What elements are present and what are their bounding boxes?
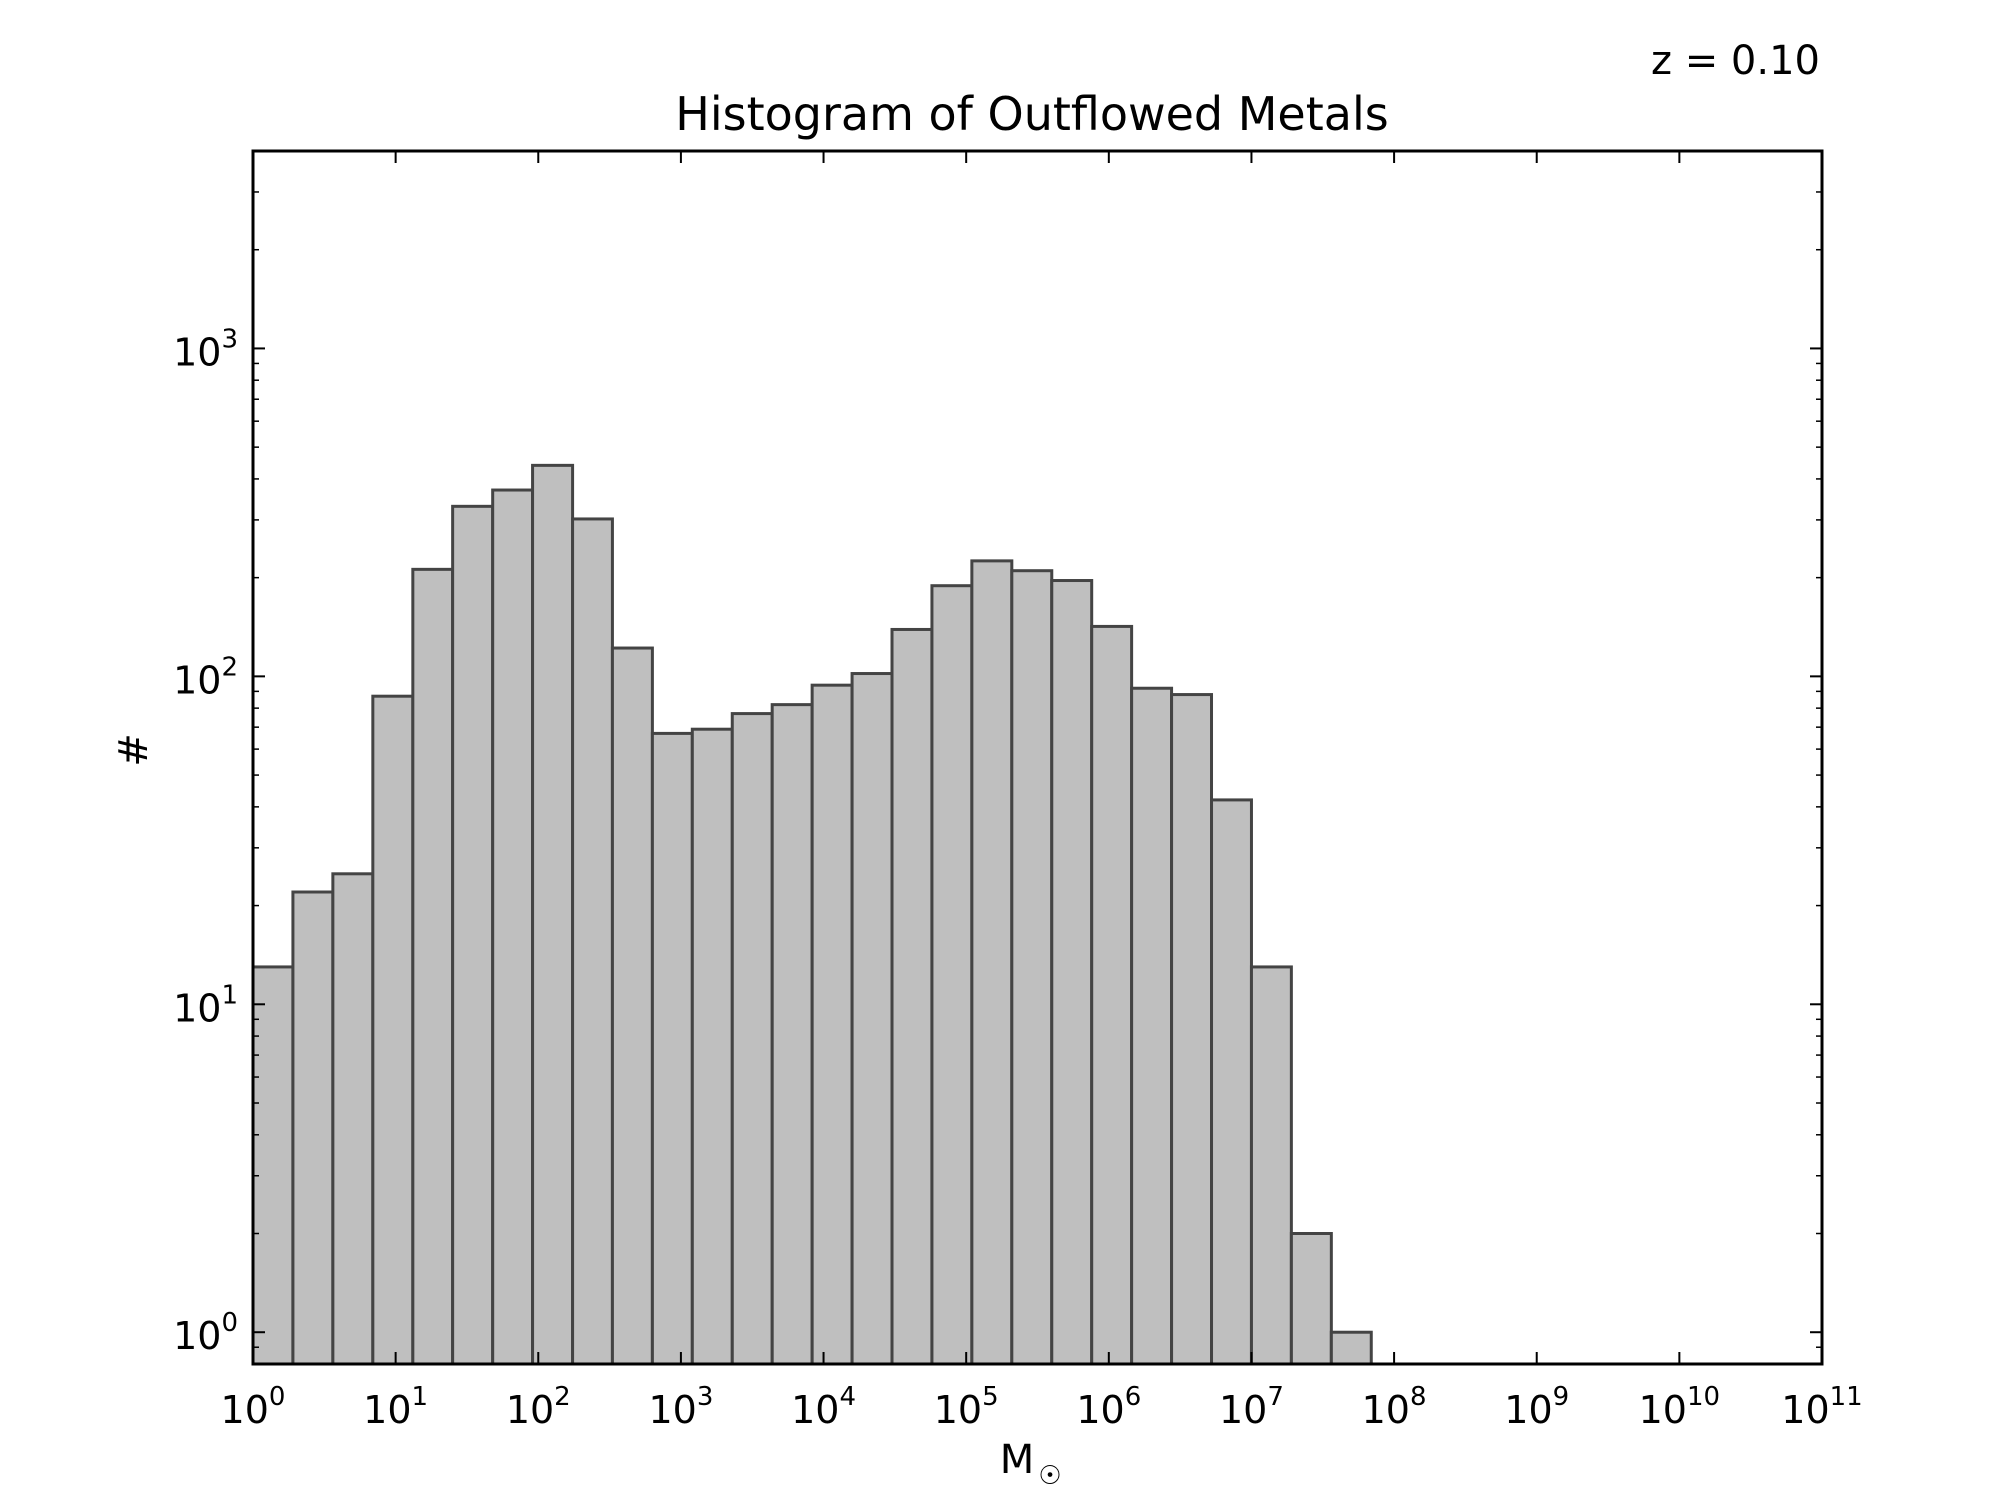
histogram-bar-12: [690, 727, 734, 1366]
histogram-bar-5: [411, 567, 455, 1366]
x-tick-label-0: 100: [221, 1382, 286, 1432]
histogram-bar-23: [1130, 686, 1174, 1366]
x-tick-label-11: 1011: [1781, 1382, 1862, 1432]
histogram-bar-21: [1050, 579, 1094, 1366]
y-tick-labels: 100 101 102 103: [173, 324, 238, 1358]
histogram-bar-2: [291, 890, 335, 1366]
y-tick-label-3: 103: [173, 324, 238, 374]
sun-symbol: ☉: [1038, 1461, 1061, 1491]
histogram-bar-13: [730, 712, 774, 1366]
histogram-bar-15: [810, 683, 854, 1366]
histogram-bar-10: [610, 646, 654, 1366]
histogram-bar-18: [930, 584, 974, 1366]
x-tick-label-2: 102: [506, 1382, 571, 1432]
histogram-bar-17: [890, 627, 934, 1366]
x-tick-label-7: 107: [1219, 1382, 1284, 1432]
y-tick-label-2: 102: [173, 652, 238, 702]
x-tick-label-3: 103: [648, 1382, 713, 1432]
chart-title: Histogram of Outflowed Metals: [675, 87, 1388, 141]
x-tick-label-8: 108: [1362, 1382, 1427, 1432]
histogram-bar-8: [531, 463, 575, 1366]
histogram-bar-28: [1329, 1330, 1373, 1366]
histogram-bar-14: [770, 703, 814, 1366]
y-tick-label-0: 100: [173, 1308, 238, 1358]
redshift-annotation: z = 0.10: [1651, 38, 1820, 84]
histogram-bar-9: [571, 517, 614, 1366]
histogram-bar-24: [1170, 693, 1214, 1366]
x-tick-labels: 100 101 102 103 104 105 106 107 108 109 1010 1011: [221, 1382, 1863, 1432]
histogram-bar-4: [371, 694, 415, 1366]
histogram-bar-27: [1289, 1232, 1333, 1366]
histogram-bar-1: [251, 965, 295, 1366]
x-axis-label-text: M: [1000, 1437, 1035, 1483]
x-tick-label-4: 104: [791, 1382, 856, 1432]
y-axis-label: #: [111, 733, 157, 767]
plot-frame: [251, 149, 1824, 1366]
x-tick-label-1: 101: [363, 1382, 428, 1432]
histogram-bar-16: [850, 672, 894, 1366]
histogram-bar-19: [970, 559, 1014, 1366]
histogram-bar-3: [331, 872, 375, 1366]
x-tick-label-9: 109: [1504, 1382, 1569, 1432]
histogram-bar-26: [1249, 965, 1293, 1366]
histogram-bar-22: [1090, 624, 1134, 1366]
major-ticks-group: [252, 151, 1823, 1364]
histogram-bar-6: [451, 504, 495, 1366]
x-axis-label: M ☉: [1000, 1437, 1062, 1491]
x-tick-label-10: 1010: [1639, 1382, 1720, 1432]
histogram-bar-20: [1010, 569, 1054, 1366]
histogram-bar-7: [491, 488, 535, 1366]
x-tick-label-5: 105: [934, 1382, 999, 1432]
histogram-bar-25: [1210, 798, 1253, 1366]
bars-group: [251, 463, 1373, 1366]
x-tick-label-6: 106: [1076, 1382, 1141, 1432]
y-tick-label-1: 101: [173, 980, 238, 1030]
histogram-bar-11: [650, 731, 694, 1366]
